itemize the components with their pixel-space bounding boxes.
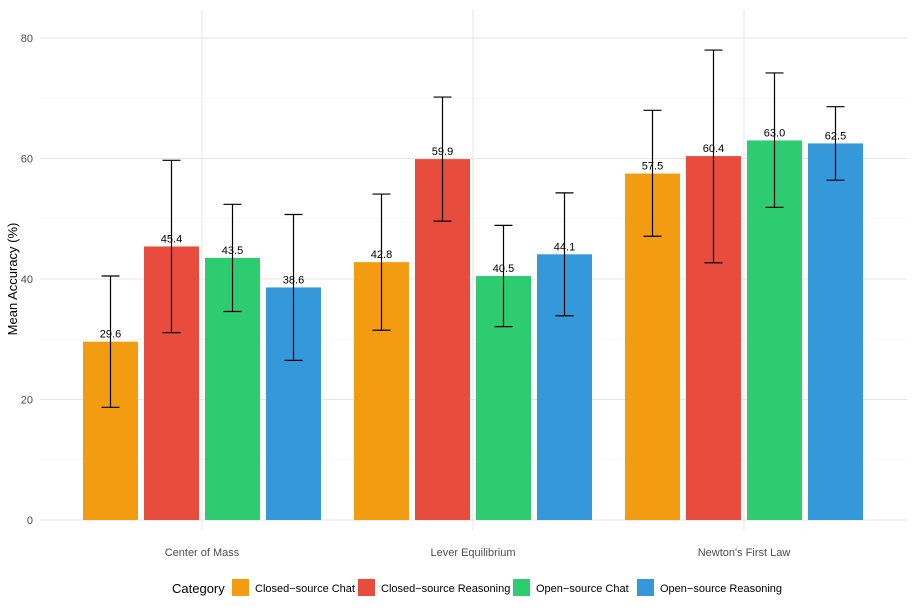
x-tick-label: Center of Mass xyxy=(165,547,240,559)
value-label: 45.4 xyxy=(161,233,182,245)
value-label: 29.6 xyxy=(100,329,121,341)
value-labels: 29.6 42.8 57.5 45.4 59.9 60.4 43.5 40.5 63.0 38.6… xyxy=(100,127,846,340)
y-tick-label: 80 xyxy=(21,33,33,45)
legend-swatch xyxy=(358,579,375,596)
legend-title: Category xyxy=(172,581,225,596)
legend-item: Open−source Reasoning xyxy=(637,579,782,596)
value-label: 62.5 xyxy=(825,130,846,142)
value-label: 44.1 xyxy=(554,241,575,253)
legend-item: Closed−source Reasoning xyxy=(358,579,510,596)
bars xyxy=(83,140,863,521)
legend-swatch xyxy=(513,579,530,596)
x-axis-ticks: Center of Mass Lever Equilibrium Newton's … xyxy=(165,547,791,559)
legend-label: Closed−source Chat xyxy=(255,583,355,595)
legend-item: Closed−source Chat xyxy=(232,579,355,596)
legend-label: Open−source Reasoning xyxy=(660,583,782,595)
legend-label: Closed−source Reasoning xyxy=(381,583,510,595)
value-label: 40.5 xyxy=(493,263,514,275)
y-tick-label: 20 xyxy=(21,395,33,407)
y-tick-label: 40 xyxy=(21,274,33,286)
legend-items: Closed−source Chat Closed−source Reasonin… xyxy=(232,579,782,596)
legend: Category Closed−source Chat Closed−source… xyxy=(172,579,782,596)
value-label: 59.9 xyxy=(432,146,453,158)
legend-swatch xyxy=(232,579,249,596)
bar xyxy=(808,143,863,520)
legend-swatch xyxy=(637,579,654,596)
value-label: 63.0 xyxy=(764,127,785,139)
value-label: 60.4 xyxy=(703,143,724,155)
y-tick-label: 60 xyxy=(21,154,33,166)
value-label: 57.5 xyxy=(642,161,663,173)
error-bars xyxy=(101,49,845,408)
y-axis-ticks: 0 20 40 60 80 xyxy=(21,33,33,527)
legend-label: Open−source Chat xyxy=(536,583,629,595)
x-tick-label: Newton's First Law xyxy=(698,547,791,559)
value-label: 42.8 xyxy=(371,249,392,261)
x-tick-label: Lever Equilibrium xyxy=(431,547,516,559)
y-tick-label: 0 xyxy=(27,515,33,527)
y-axis-title: Mean Accuracy (%) xyxy=(5,223,20,336)
value-label: 38.6 xyxy=(283,274,304,286)
value-label: 43.5 xyxy=(222,245,243,257)
legend-item: Open−source Chat xyxy=(513,579,629,596)
